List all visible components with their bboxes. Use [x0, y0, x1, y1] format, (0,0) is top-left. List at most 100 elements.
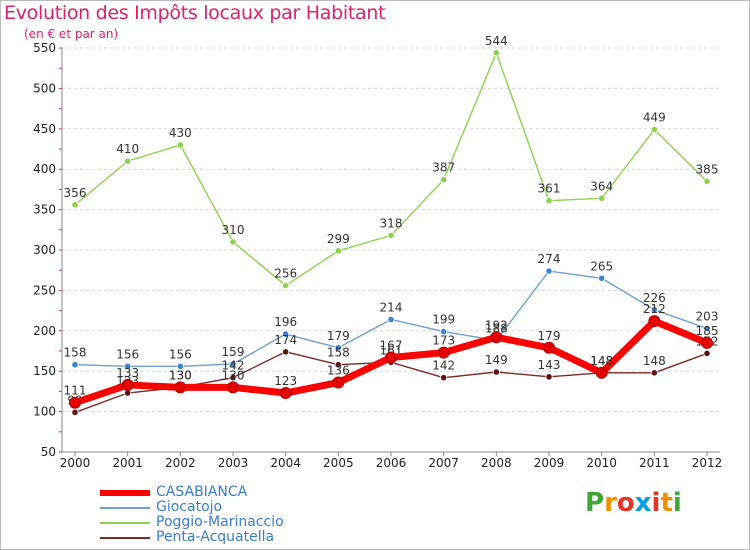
- data-point: [703, 324, 711, 332]
- data-label: 449: [643, 111, 666, 125]
- data-point: [385, 351, 397, 364]
- logo-letter: i: [672, 488, 682, 518]
- data-point: [124, 157, 132, 165]
- data-point: [598, 274, 606, 282]
- logo-letter: x: [634, 488, 652, 518]
- data-label: 387: [432, 161, 455, 175]
- data-label: 203: [696, 309, 719, 323]
- data-label: 142: [222, 359, 245, 373]
- y-tick-label: 150: [33, 364, 56, 378]
- data-point: [545, 373, 553, 381]
- data-label: 188: [485, 321, 508, 335]
- data-label: 256: [274, 267, 297, 281]
- legend-label: Penta-Acquatella: [156, 529, 275, 545]
- data-label: 544: [485, 34, 508, 48]
- y-tick-label: 250: [33, 283, 56, 297]
- y-tick-label: 100: [33, 405, 56, 419]
- legend-swatch: [100, 507, 150, 509]
- data-point: [440, 176, 448, 184]
- data-point: [121, 378, 134, 391]
- data-point: [703, 177, 711, 185]
- data-label: 179: [327, 329, 350, 343]
- data-point: [334, 361, 342, 369]
- data-point: [650, 369, 658, 377]
- data-point: [648, 315, 661, 328]
- logo-letter: r: [604, 488, 617, 518]
- data-label: 130: [222, 368, 245, 382]
- data-point: [176, 141, 184, 149]
- data-point: [69, 396, 81, 409]
- x-tick-label: 2005: [323, 456, 354, 470]
- data-label: 148: [643, 354, 666, 368]
- data-label: 123: [274, 374, 297, 388]
- data-label: 299: [327, 232, 350, 246]
- data-point: [176, 362, 184, 370]
- data-point: [334, 247, 342, 255]
- data-label: 185: [696, 324, 719, 338]
- logo-letter: o: [616, 488, 635, 518]
- data-point: [387, 231, 395, 240]
- data-label: 385: [696, 162, 719, 176]
- data-point: [387, 315, 395, 324]
- data-label: 156: [116, 347, 139, 361]
- legend-item-poggio-marinaccio: Poggio-Marinaccio: [100, 514, 360, 530]
- logo-letter: P: [585, 488, 605, 518]
- data-label: 214: [380, 300, 403, 314]
- data-label: 356: [64, 186, 87, 200]
- legend-label: CASABIANCA: [156, 484, 248, 500]
- data-label: 430: [169, 126, 192, 140]
- data-label: 143: [538, 358, 561, 372]
- data-point: [492, 49, 500, 57]
- chart-legend: CASABIANCA Giocatojo Poggio-Marinaccio P…: [100, 484, 360, 545]
- data-label: 167: [380, 338, 403, 352]
- data-point: [650, 306, 658, 314]
- data-point: [71, 408, 79, 417]
- data-label: 226: [643, 291, 666, 305]
- data-point: [545, 267, 553, 275]
- data-point: [598, 194, 606, 202]
- data-label: 310: [222, 223, 245, 237]
- data-label: 158: [327, 346, 350, 360]
- data-label: 159: [222, 345, 245, 359]
- legend-item-penta-acquatella: Penta-Acquatella: [100, 529, 360, 545]
- logo-letter: i: [651, 488, 661, 518]
- data-point: [334, 344, 342, 352]
- x-tick-label: 2006: [376, 456, 407, 470]
- data-label: 142: [432, 359, 455, 373]
- y-tick-label: 450: [33, 122, 56, 136]
- data-label: 192: [485, 318, 508, 332]
- x-tick-label: 2009: [534, 456, 565, 470]
- data-point: [543, 341, 555, 354]
- x-tick-label: 2010: [586, 456, 617, 470]
- y-tick-label: 200: [33, 324, 56, 338]
- data-label: 196: [274, 315, 297, 329]
- legend-swatch: [100, 490, 150, 496]
- data-point: [71, 361, 79, 369]
- data-point: [229, 238, 237, 246]
- data-label: 133: [116, 366, 139, 380]
- data-point: [492, 368, 500, 376]
- legend-swatch: [100, 537, 150, 539]
- legend-item-casabianca: CASABIANCA: [100, 484, 360, 500]
- data-label: 318: [380, 216, 403, 230]
- x-tick-label: 2002: [165, 456, 196, 470]
- data-label: 158: [64, 346, 87, 360]
- data-point: [282, 281, 290, 290]
- legend-label: Giocatojo: [156, 499, 223, 515]
- x-tick-label: 2000: [60, 456, 91, 470]
- data-point: [650, 126, 658, 134]
- data-point: [703, 349, 711, 358]
- chart-title: Evolution des Impôts locaux par Habitant: [4, 2, 386, 24]
- data-label: 156: [169, 347, 192, 361]
- data-label: 410: [116, 142, 139, 156]
- data-label: 212: [643, 302, 666, 316]
- x-tick-label: 2001: [112, 456, 143, 470]
- data-point: [701, 336, 713, 349]
- data-point: [595, 366, 608, 379]
- data-point: [440, 374, 448, 382]
- chart-subtitle: (en € et par an): [24, 27, 119, 41]
- data-point: [282, 348, 290, 356]
- data-label: 265: [590, 259, 613, 273]
